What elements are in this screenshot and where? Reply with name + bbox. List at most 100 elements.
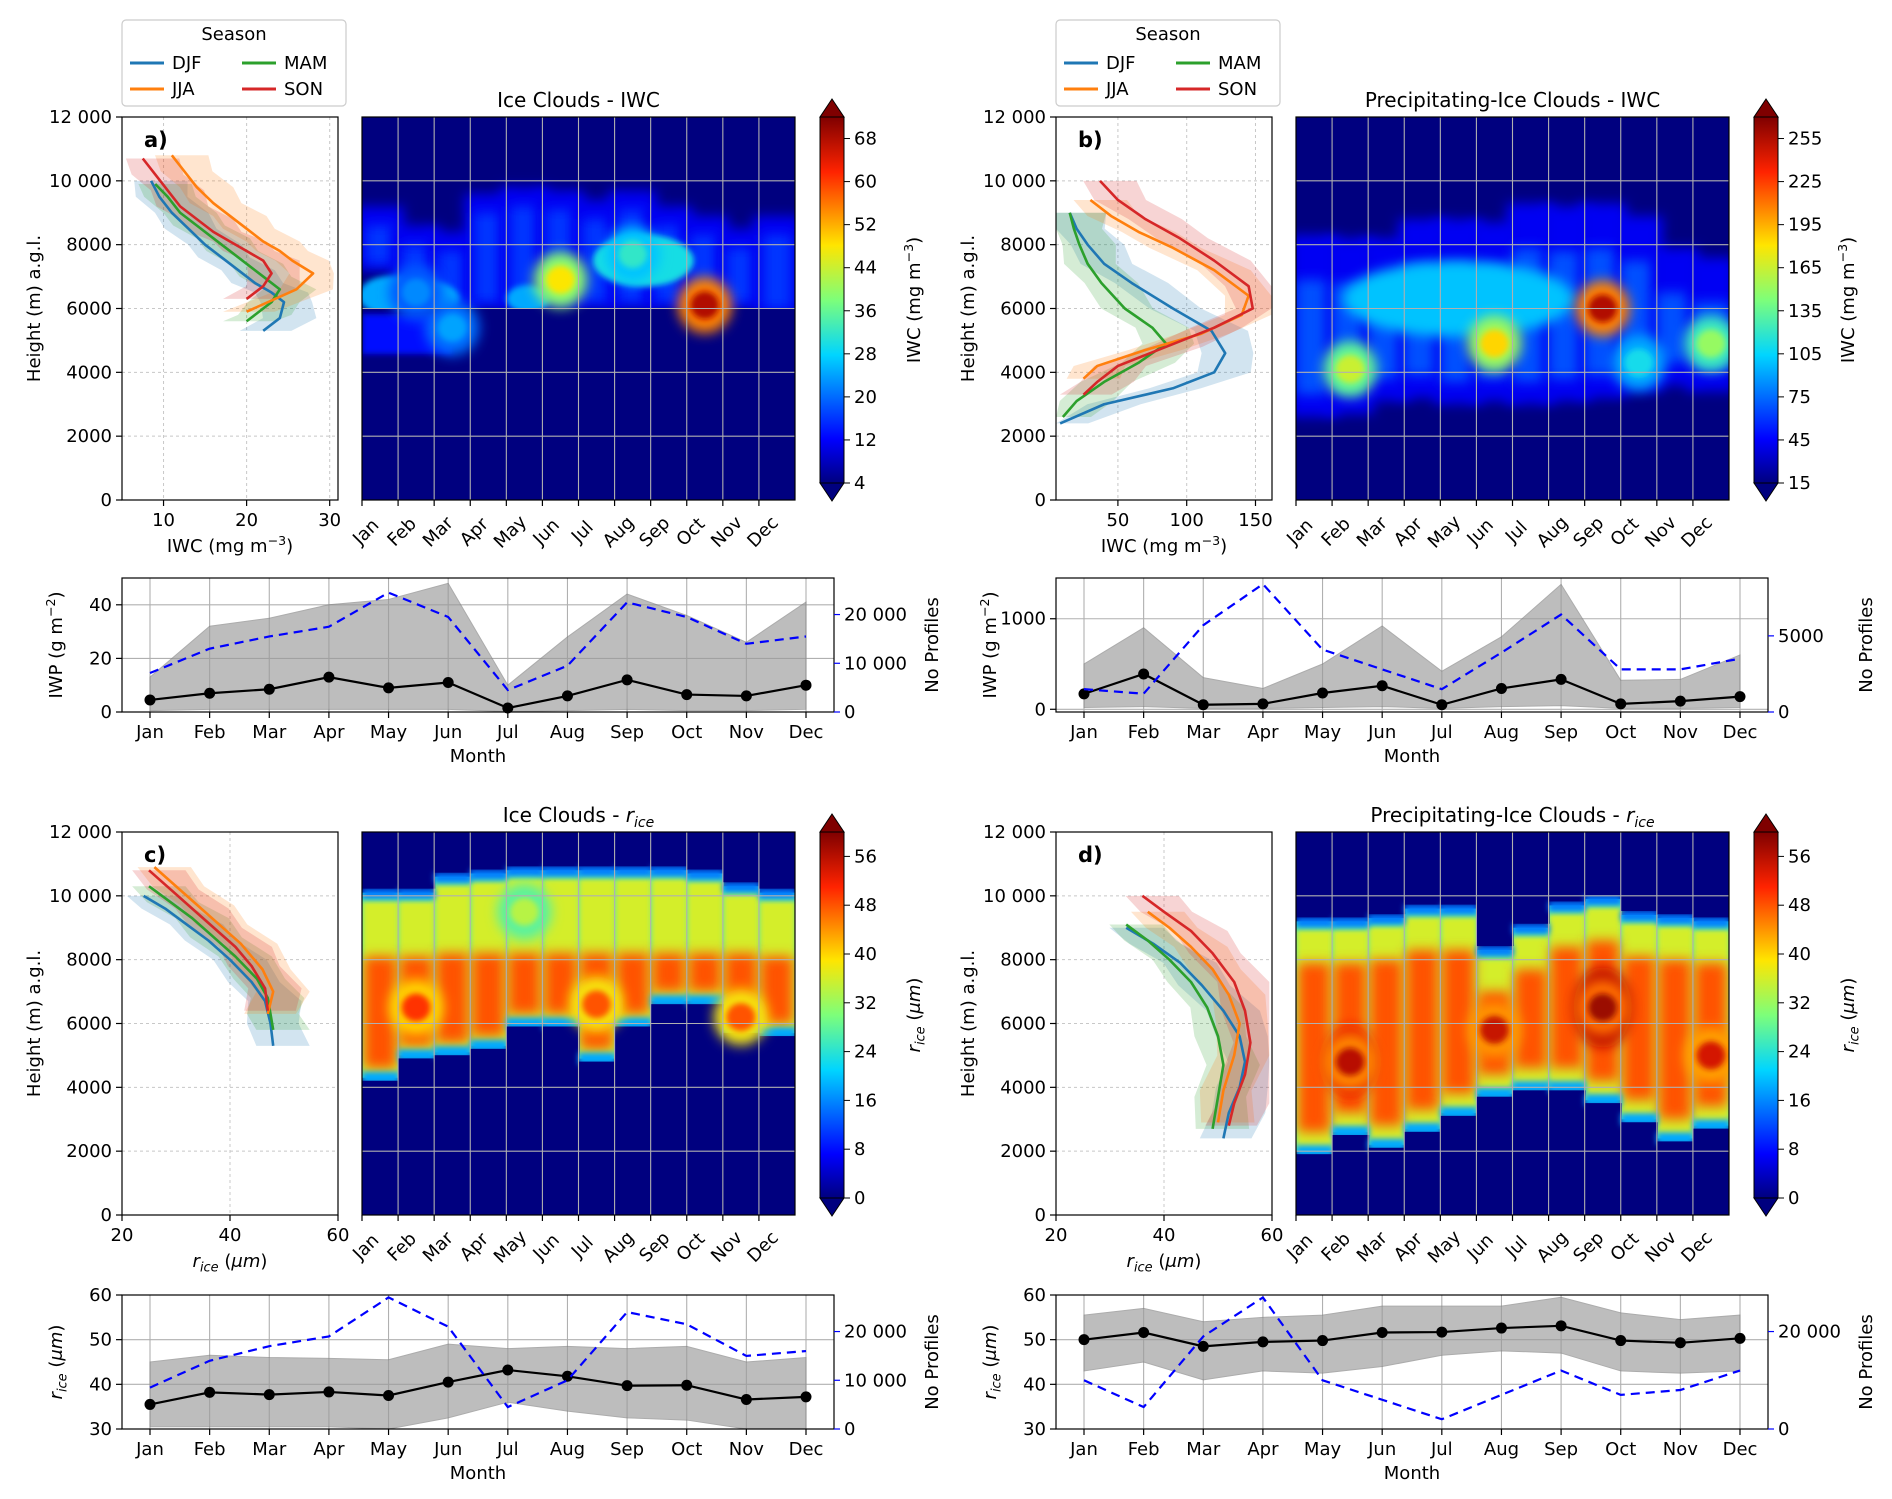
y-tick-label: 4000 (1000, 362, 1046, 383)
spread-jja (154, 155, 334, 312)
y-tick-label: 2000 (66, 1141, 112, 1162)
heatmap-edge (1404, 904, 1442, 915)
mean-point (1138, 1327, 1150, 1339)
colorbar-extend-max (819, 813, 845, 833)
heatmap-feature-core (509, 897, 539, 926)
mean-point (1197, 699, 1209, 711)
heatmap-lower (1620, 1122, 1658, 1215)
mean-line (149, 1368, 807, 1406)
mean-point (740, 1394, 752, 1406)
y-axis-label: Height (m) a.g.l. (24, 235, 45, 382)
y-tick-label: 0 (1035, 699, 1046, 720)
heatmap-lower (758, 1036, 795, 1215)
colorbar-body (1753, 831, 1779, 1199)
x-tick-label: 10 (152, 510, 175, 531)
colorbar-tick-label: 40 (1788, 944, 1811, 965)
heatmap-upper (434, 832, 472, 873)
x-tick-label: Sep (1544, 722, 1578, 743)
x-tick-label: Apr (456, 513, 493, 550)
mean-point (1495, 682, 1507, 694)
heatmap-lower (434, 1055, 472, 1215)
heatmap-upper (1404, 832, 1442, 905)
y2-tick-label: 0 (844, 1419, 855, 1440)
colorbar-tick-label: 4 (854, 473, 865, 494)
y2-axis-label: No Profiles (1856, 597, 1877, 693)
heatmap-core (1370, 959, 1403, 1126)
y2-tick-label: 20 000 (844, 1322, 907, 1343)
plot-frame (1055, 577, 1769, 713)
heatmap-core (472, 953, 505, 1037)
profile-line-jja (153, 866, 275, 1015)
x-tick-label: May (370, 1439, 408, 1460)
y2-tick-label: 20 000 (844, 605, 907, 626)
panel-label: d) (1078, 843, 1103, 867)
mean-point (740, 690, 752, 702)
spread-jja (1130, 911, 1270, 1123)
x-tick-label: Apr (1247, 1439, 1279, 1460)
heatmap-edge (1296, 917, 1334, 928)
heatmap-edge (1476, 946, 1514, 957)
heatmap-feature-core (1335, 1047, 1365, 1076)
mean-point (502, 1364, 514, 1376)
heatmap-edge (1332, 917, 1370, 928)
x-tick-label: Dec (743, 1227, 782, 1266)
heatmap-edge (1692, 917, 1729, 928)
y2-tick-label: 0 (844, 702, 855, 723)
x-tick-label: Jul (1430, 1439, 1453, 1460)
heatmap-core (508, 953, 541, 1014)
colorbar-tick-label: 105 (1788, 344, 1822, 365)
x-tick-label: Feb (1128, 722, 1160, 743)
x-tick-label: Jun (1462, 515, 1497, 550)
x-tick-label: Nov (729, 722, 764, 743)
x-tick-label: Dec (789, 1439, 824, 1460)
heatmap-upper (686, 832, 724, 870)
heatmap-core (1622, 956, 1655, 1101)
heatmap-lower (470, 1048, 508, 1215)
colorbar-tick-label: 56 (1788, 846, 1811, 867)
panel-c-profile: 0 2000 4000 6000 8000 10 000 12 000 20 40 60 rice … (24, 822, 349, 1276)
profile-line-son (1141, 894, 1252, 1126)
x-tick-label: May (1304, 1439, 1342, 1460)
y-tick-label: 6000 (1000, 299, 1046, 320)
y-tick-label: 60 (89, 1285, 112, 1306)
x-tick-label: Oct (672, 514, 709, 551)
x-tick-label: Jan (135, 722, 164, 743)
heatmap-edge (1620, 910, 1658, 921)
x-tick-label: Feb (384, 1228, 421, 1265)
x-tick-label: 20 (1045, 1225, 1068, 1246)
heatmap-upper (722, 832, 760, 883)
mean-line (149, 676, 807, 710)
x-tick-label: Mar (1186, 1439, 1221, 1460)
x-tick-label: Jan (1069, 1439, 1098, 1460)
y-tick-label: 6000 (66, 299, 112, 320)
y-tick-label: 12 000 (983, 822, 1046, 843)
heatmap-band (474, 212, 503, 303)
mean-point (263, 1389, 275, 1401)
y-tick-label: 0 (1035, 1205, 1046, 1226)
heatmap-lower (1332, 1135, 1370, 1215)
profile-line-djf (149, 180, 286, 332)
heatmap-lower (362, 1080, 400, 1215)
y-tick-label: 8000 (1000, 950, 1046, 971)
heatmap-lower (506, 1026, 544, 1215)
mean-point (323, 671, 335, 683)
x-tick-label: Jul (1501, 517, 1532, 548)
x-tick-label: 50 (1106, 510, 1129, 531)
mean-point (1615, 698, 1627, 710)
heatmap-lower (1584, 1103, 1622, 1215)
heatmap-edge (1368, 914, 1406, 925)
legend-a: Season DJF MAM JJA SON (121, 19, 347, 107)
profile-line-jja (1082, 198, 1250, 380)
mean-point (681, 689, 693, 701)
heatmap-upper (1620, 832, 1658, 911)
x-tick-label: Oct (671, 722, 702, 743)
y2-tick-label: 20 000 (1778, 1322, 1841, 1343)
mean-point (1376, 680, 1388, 692)
y-tick-label: 8000 (66, 235, 112, 256)
y2-axis-label: No Profiles (922, 597, 943, 693)
heatmap-upper (470, 832, 508, 870)
heatmap-upper (1656, 832, 1694, 915)
mean-point (800, 679, 812, 691)
legend-title: Season (201, 24, 266, 45)
panel-a-profile: 0 2000 4000 6000 8000 10 000 12 000 10 20 30 IWC (… (24, 107, 341, 557)
